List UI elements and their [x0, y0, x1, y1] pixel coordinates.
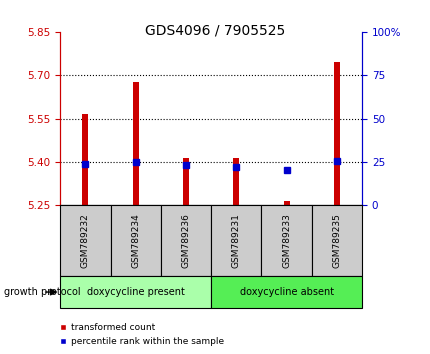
- Bar: [132, 82, 138, 205]
- Bar: [60, 205, 111, 276]
- Bar: [82, 114, 88, 205]
- Bar: [111, 205, 160, 276]
- Bar: [283, 201, 289, 205]
- Text: GSM789236: GSM789236: [181, 213, 190, 268]
- Text: GDS4096 / 7905525: GDS4096 / 7905525: [145, 23, 285, 37]
- Bar: [233, 158, 239, 205]
- Text: growth protocol: growth protocol: [4, 287, 81, 297]
- Bar: [311, 205, 361, 276]
- Text: GSM789235: GSM789235: [332, 213, 341, 268]
- Bar: [160, 205, 211, 276]
- Text: GSM789232: GSM789232: [81, 213, 90, 268]
- Bar: [333, 62, 339, 205]
- Bar: [211, 205, 261, 276]
- Bar: [60, 276, 211, 308]
- Legend: transformed count, percentile rank within the sample: transformed count, percentile rank withi…: [56, 320, 227, 349]
- Text: GSM789233: GSM789233: [282, 213, 290, 268]
- Text: GSM789231: GSM789231: [231, 213, 240, 268]
- Text: doxycycline absent: doxycycline absent: [239, 287, 333, 297]
- Bar: [211, 276, 361, 308]
- Text: GSM789234: GSM789234: [131, 213, 140, 268]
- Text: doxycycline present: doxycycline present: [86, 287, 184, 297]
- Bar: [261, 205, 311, 276]
- Bar: [183, 158, 189, 205]
